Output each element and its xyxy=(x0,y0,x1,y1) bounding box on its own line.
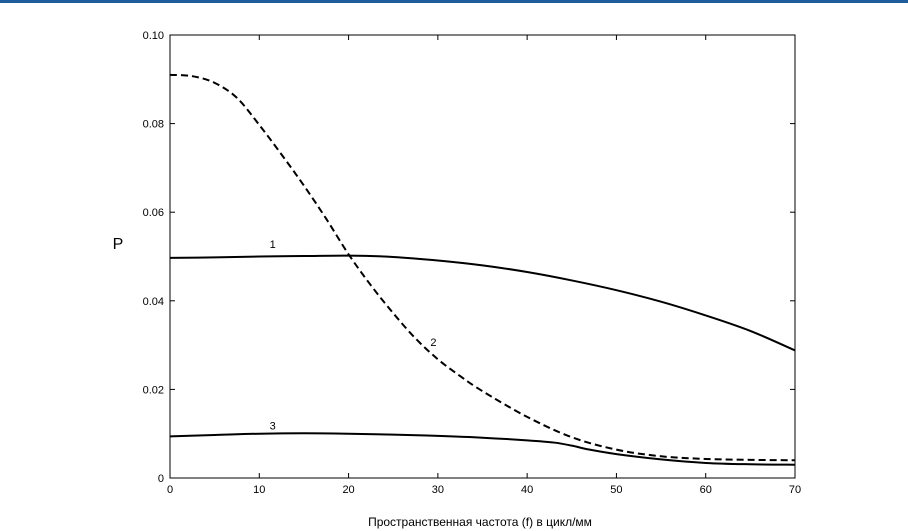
x-tick-label: 70 xyxy=(789,484,801,496)
plot-frame xyxy=(169,34,796,479)
x-axis-title: Пространственная частота (f) в цикл/мм xyxy=(368,515,592,529)
x-tick-label: 20 xyxy=(342,484,354,496)
y-tick-label: 0.10 xyxy=(143,30,164,42)
y-tick-label: 0.06 xyxy=(143,207,164,219)
y-tick-label: 0.02 xyxy=(143,384,164,396)
x-tick-label: 50 xyxy=(610,484,622,496)
x-tick-label: 60 xyxy=(700,484,712,496)
x-tick-label: 10 xyxy=(253,484,265,496)
series-label-3: 3 xyxy=(270,421,276,433)
top-rule xyxy=(0,0,908,3)
x-tick-label: 0 xyxy=(167,484,173,496)
series-label-2: 2 xyxy=(430,337,436,349)
x-tick-label: 30 xyxy=(432,484,444,496)
y-tick-label: 0.08 xyxy=(143,119,164,131)
series-line-2 xyxy=(169,73,796,462)
y-tick-label: 0.04 xyxy=(143,296,164,308)
x-tick-label: 40 xyxy=(521,484,533,496)
series-line-1 xyxy=(169,254,796,352)
series-line-3 xyxy=(169,432,796,466)
y-axis-title: P xyxy=(113,236,124,253)
series-label-1: 1 xyxy=(270,239,276,251)
y-tick-label: 0 xyxy=(158,473,164,485)
